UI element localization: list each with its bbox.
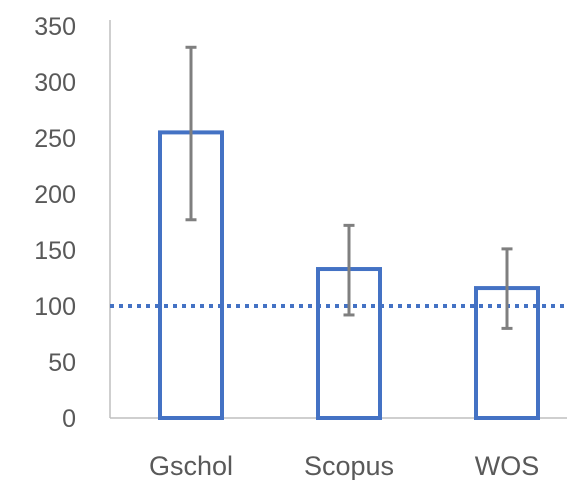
y-tick-label: 0 [62, 405, 76, 433]
y-tick-label: 350 [34, 13, 76, 41]
y-tick-label: 200 [34, 181, 76, 209]
y-tick-label: 50 [48, 349, 76, 377]
y-tick-label: 150 [34, 237, 76, 265]
x-category-label: Scopus [304, 451, 394, 480]
y-tick-label: 100 [34, 293, 76, 321]
y-tick-label: 250 [34, 125, 76, 153]
x-category-label: WOS [475, 451, 540, 480]
x-category-label: Gschol [149, 451, 233, 480]
y-tick-label: 300 [34, 69, 76, 97]
